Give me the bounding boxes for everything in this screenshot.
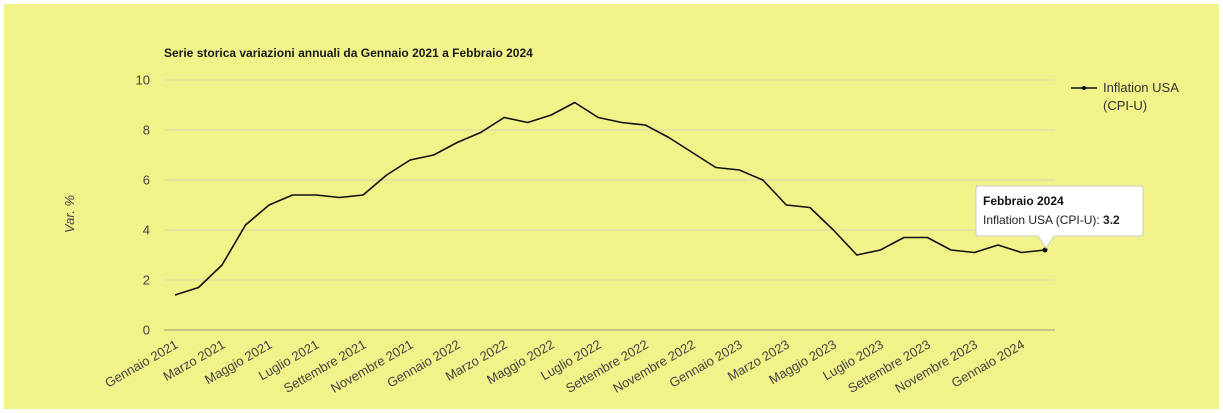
data-point-highlighted[interactable] [1042,247,1048,253]
tooltip-value: 3.2 [1103,213,1120,227]
series-points [1042,247,1048,253]
legend-marker-icon [1082,86,1086,90]
tooltip-box [975,185,1144,249]
grid [164,79,1055,281]
y-axis-label: Var. % [62,195,77,233]
tooltip: Febbraio 2024 Inflation USA (CPI-U): 3.2 [975,185,1144,249]
legend-label-line-2: (CPI-U) [1103,98,1147,113]
tooltip-title: Febbraio 2024 [983,194,1064,208]
series-line-inflation-usa[interactable] [174,101,1046,296]
y-tick-label-4: 4 [143,223,150,238]
y-tick-label-8: 8 [143,123,150,138]
y-tick-label-10: 10 [136,73,150,88]
chart-title: Serie storica variazioni annuali da Genn… [164,46,533,60]
y-tick-label-0: 0 [143,323,150,338]
y-axis-ticks: 0 2 4 6 8 10 [136,73,150,338]
y-tick-label-2: 2 [143,273,150,288]
tooltip-series-label: Inflation USA (CPI-U): [983,213,1103,227]
tooltip-text: Inflation USA (CPI-U): 3.2 [983,213,1120,227]
line-chart: Serie storica variazioni annuali da Genn… [62,46,1179,396]
y-tick-label-6: 6 [143,173,150,188]
legend-label-line-1: Inflation USA [1103,80,1179,95]
legend[interactable]: Inflation USA (CPI-U) [1071,80,1179,113]
chart-panel: Serie storica variazioni annuali da Genn… [4,4,1219,409]
